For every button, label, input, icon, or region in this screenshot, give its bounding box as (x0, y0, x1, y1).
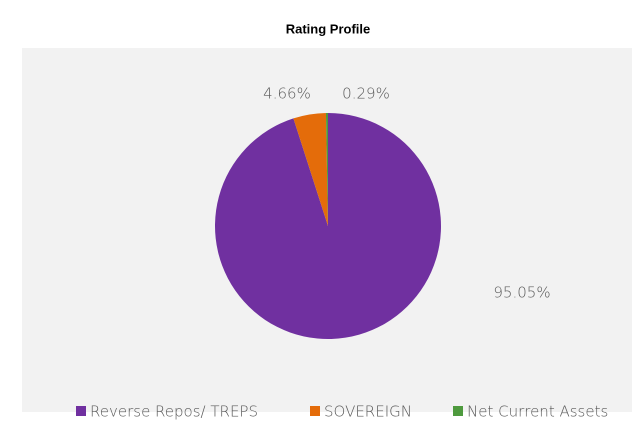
legend-swatch (310, 406, 320, 416)
data-label: 4.66% (263, 85, 311, 103)
pie-slice (293, 113, 328, 226)
data-label: 0.29% (342, 85, 390, 103)
chart-title: Rating Profile (286, 21, 371, 36)
pie-slice (214, 113, 441, 339)
legend-swatch (453, 406, 463, 416)
data-label: 95.05% (493, 284, 550, 302)
legend-label: Net Current Assets (467, 403, 608, 421)
legend-swatch (76, 406, 86, 416)
pie-slice (325, 113, 328, 226)
legend-label: Reverse Repos/ TREPS (90, 403, 258, 421)
legend-label: SOVEREIGN (324, 403, 412, 421)
